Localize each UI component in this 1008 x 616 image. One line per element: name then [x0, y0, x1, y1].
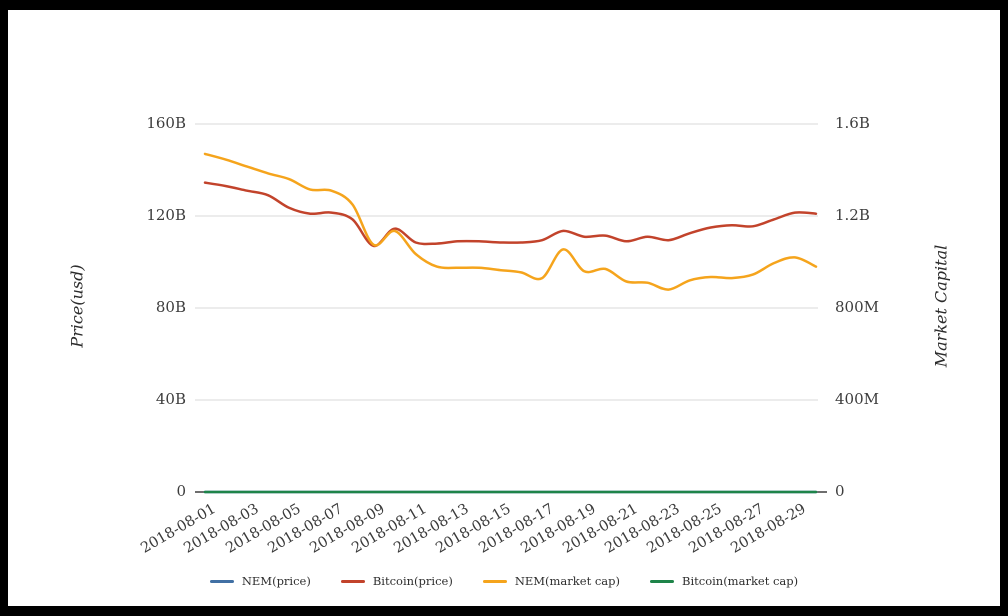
legend-swatch-nem-market-cap: [482, 579, 507, 583]
legend-label-nem-market-cap: NEM(market cap): [514, 574, 620, 588]
right-axis-title: Market Capital: [931, 244, 951, 368]
legend-item-bitcoin-price: Bitcoin(price): [340, 574, 453, 588]
legend-item-nem-market-cap: NEM(market cap): [482, 574, 620, 588]
series-line-nem-market-cap: [203, 152, 818, 291]
legend-label-bitcoin-price: Bitcoin(price): [372, 574, 453, 588]
legend-label-bitcoin-market-cap: Bitcoin(market cap): [682, 574, 799, 588]
legend-swatch-nem-price: [209, 579, 234, 583]
legend-swatch-bitcoin-price: [340, 579, 365, 583]
chart-legend: NEM(price) Bitcoin(price) NEM(market cap) B…: [0, 574, 1008, 588]
legend-label-nem-price: NEM(price): [241, 574, 311, 588]
series-line-bitcoin-price: [203, 181, 818, 248]
legend-item-bitcoin-market-cap: Bitcoin(market cap): [650, 574, 798, 588]
legend-swatch-bitcoin-market-cap: [650, 579, 674, 583]
left-axis-title: Price(usd): [67, 264, 87, 348]
legend-item-nem-price: NEM(price): [209, 574, 311, 588]
